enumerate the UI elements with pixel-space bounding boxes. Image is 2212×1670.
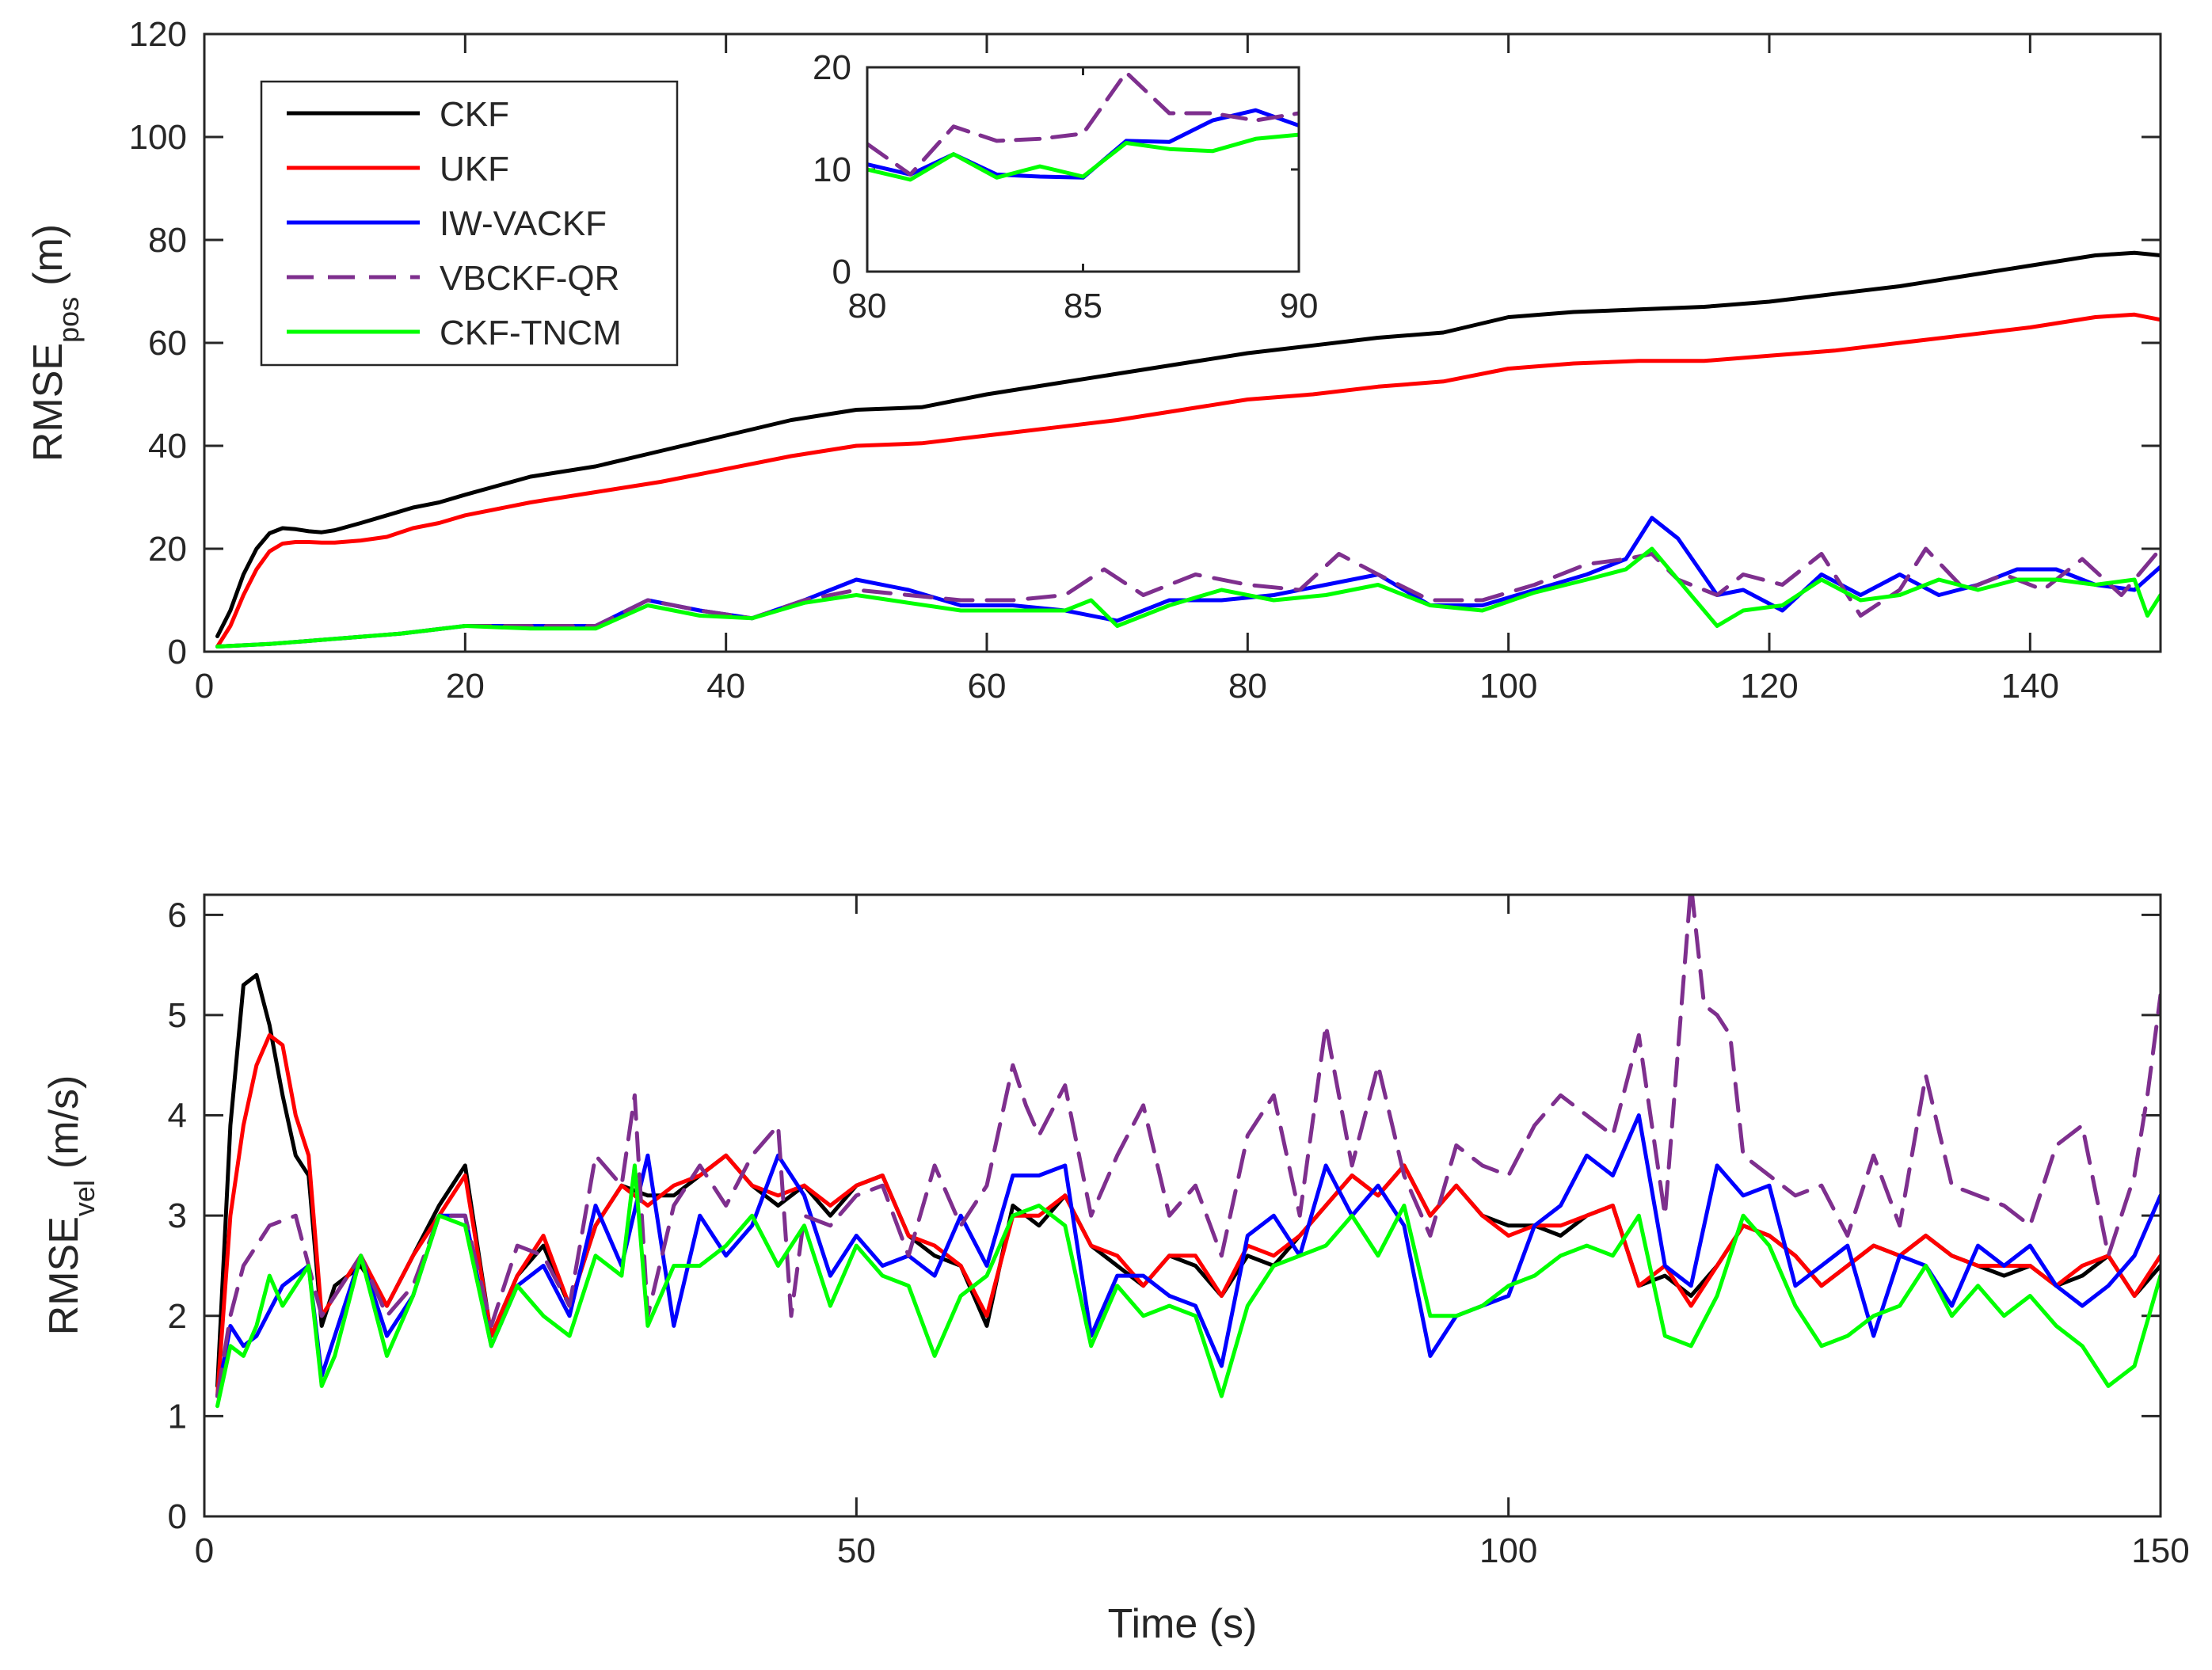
top-axes-box — [203, 32, 2162, 653]
bottom-y-axis-label-unit: (m/s) — [41, 1075, 87, 1169]
top-x-tick-label: 20 — [446, 667, 485, 706]
bottom-y-tick-label: 1 — [168, 1397, 187, 1436]
legend-label-vbckf-qr: VBCKF-QR — [440, 259, 619, 298]
inset-series — [867, 70, 1299, 182]
bottom-y-axis-label-main: RMSE — [41, 1216, 87, 1335]
top-series-vbckf-qr — [215, 546, 2161, 649]
inset-axes-box — [866, 66, 1300, 273]
bottom-x-tick-label: 0 — [195, 1531, 214, 1570]
bottom-y-tick-label: 2 — [168, 1297, 187, 1336]
top-series-ckf-tncm — [215, 546, 2161, 649]
legend-label-iw-vackf: IW-VACKF — [440, 204, 607, 243]
bottom-y-tick-label: 6 — [168, 896, 187, 934]
bottom-x-axis-label: Time (s) — [1108, 1601, 1258, 1647]
top-x-tick-label: 60 — [968, 667, 1007, 706]
bottom-series-ukf — [215, 1033, 2161, 1398]
top-y-tick-label: 100 — [129, 118, 187, 157]
top-series — [215, 250, 2161, 649]
bottom-y-tick-label: 4 — [168, 1097, 187, 1136]
inset-x-tick-label: 90 — [1280, 287, 1319, 325]
inset-tick-labels: 80 85 90 0 10 20 — [813, 48, 1318, 325]
top-x-tick-label: 140 — [2001, 667, 2059, 706]
bottom-y-tick-label: 5 — [168, 996, 187, 1035]
legend-label-ckf: CKF — [440, 95, 509, 134]
top-y-tick-label: 20 — [148, 530, 187, 569]
bottom-x-tick-label: 50 — [837, 1531, 876, 1570]
bottom-series — [215, 895, 2161, 1409]
top-y-axis-label-main: RMSE — [25, 343, 71, 462]
zoom-inset: 80 85 90 0 10 20 — [813, 48, 1318, 325]
legend-label-ckf-tncm: CKF-TNCM — [440, 314, 622, 352]
bottom-y-axis-label-sub: vel — [68, 1180, 101, 1216]
inset-plot-area — [867, 67, 1299, 272]
bottom-axes-box — [203, 893, 2162, 1518]
inset-y-tick-label: 0 — [832, 253, 851, 291]
inset-series-ckf-tncm — [867, 132, 1299, 182]
bottom-series-ckf-tncm — [215, 1163, 2161, 1409]
top-y-tick-label: 80 — [148, 221, 187, 260]
top-y-tick-label: 60 — [148, 324, 187, 363]
inset-y-tick-label: 10 — [813, 150, 851, 189]
legend-label-ukf: UKF — [440, 150, 509, 188]
inset-x-tick-label: 80 — [848, 287, 887, 325]
top-y-tick-label: 0 — [168, 633, 187, 671]
top-series-ukf — [215, 312, 2161, 649]
bottom-y-tick-label: 3 — [168, 1196, 187, 1235]
bottom-series-vbckf-qr — [215, 895, 2161, 1398]
top-x-tick-label: 40 — [706, 667, 745, 706]
inset-series-vbckf-qr — [867, 70, 1299, 177]
top-x-tick-label: 100 — [1479, 667, 1537, 706]
bottom-y-tick-label: 0 — [168, 1497, 187, 1536]
top-x-tick-label: 80 — [1228, 667, 1267, 706]
inset-y-tick-label: 20 — [813, 48, 851, 87]
bottom-y-axis-label: RMSEvel (m/s) — [41, 1075, 101, 1336]
top-y-tick-label: 120 — [129, 15, 187, 54]
top-series-ckf — [215, 250, 2161, 638]
top-y-axis-label-sub: pos — [52, 297, 85, 343]
top-y-tick-label: 40 — [148, 427, 187, 466]
bottom-plot-area — [204, 895, 2161, 1516]
top-x-tick-label: 120 — [1740, 667, 1798, 706]
bottom-x-tick-label: 100 — [1479, 1531, 1537, 1570]
top-y-axis-label: RMSEpos (m) — [25, 224, 85, 462]
bottom-x-tick-label: 150 — [2131, 1531, 2189, 1570]
bottom-tick-labels: 0 50 100 150 0 1 2 3 4 5 6 — [168, 896, 2190, 1570]
top-x-tick-label: 0 — [195, 667, 214, 706]
inset-x-tick-label: 85 — [1064, 287, 1102, 325]
top-y-axis-label-unit: (m) — [25, 224, 71, 286]
velocity-error-chart: 0 50 100 150 0 1 2 3 4 5 6 RMSEvel (m/s) Time (s) — [41, 893, 2190, 1647]
legend: CKF UKF IW-VACKF VBCKF-QR CKF-TNCM — [260, 80, 679, 367]
